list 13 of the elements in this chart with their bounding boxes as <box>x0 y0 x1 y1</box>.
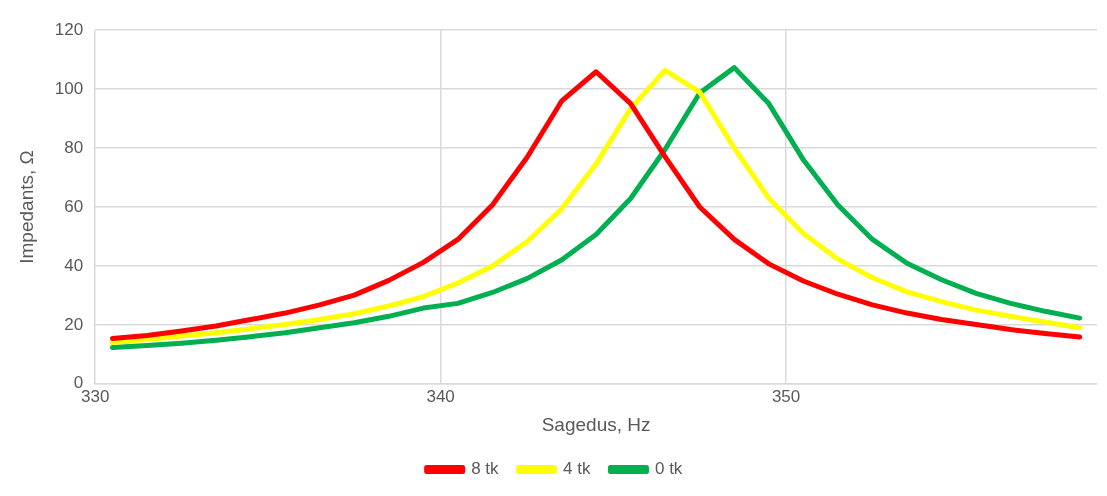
x-tick-label: 350 <box>771 386 801 406</box>
x-axis-title: Sagedus, Hz <box>541 413 651 435</box>
y-axis-title: Impedants, Ω <box>15 150 37 264</box>
y-tick-label: 120 <box>54 19 84 39</box>
x-tick-label: 340 <box>426 386 455 406</box>
y-tick-label: 60 <box>64 196 84 216</box>
legend-label: 4 tk <box>563 459 591 479</box>
y-tick-label: 100 <box>54 78 84 98</box>
legend-label: 8 tk <box>471 459 500 479</box>
y-tick-label: 80 <box>64 137 84 157</box>
y-tick-label: 20 <box>64 314 84 334</box>
y-tick-label: 40 <box>64 255 84 275</box>
legend-label: 0 tk <box>654 459 683 479</box>
